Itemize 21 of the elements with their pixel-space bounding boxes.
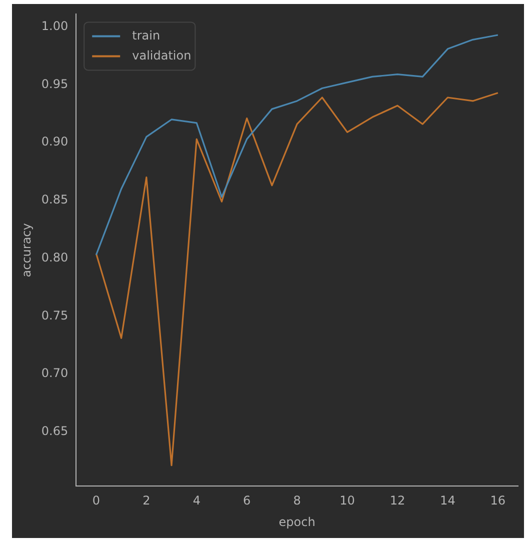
x-tick-label: 6: [243, 494, 251, 508]
x-tick-label: 8: [293, 494, 301, 508]
y-tick-label: 0.85: [41, 192, 68, 207]
legend-label: validation: [132, 48, 192, 62]
y-axis-title: accuracy: [19, 223, 34, 278]
y-tick-label: 0.95: [41, 76, 68, 91]
legend-label: train: [132, 28, 160, 42]
x-axis-title: epoch: [278, 514, 316, 529]
y-tick-label: 0.70: [41, 366, 68, 380]
x-tick-label: 14: [440, 494, 456, 508]
y-tick-label: 0.90: [41, 134, 68, 149]
x-tick-label: 4: [192, 494, 200, 508]
x-tick-label: 0: [92, 494, 100, 508]
y-tick-label: 0.75: [41, 308, 68, 322]
x-tick-label: 12: [390, 494, 406, 508]
x-tick-label: 2: [142, 494, 150, 508]
y-tick-label: 0.80: [41, 250, 68, 264]
x-tick-label: 16: [490, 494, 506, 508]
y-tick-label: 1.00: [41, 19, 68, 34]
y-tick-label: 0.65: [41, 424, 68, 438]
x-tick-label: 10: [340, 494, 355, 508]
